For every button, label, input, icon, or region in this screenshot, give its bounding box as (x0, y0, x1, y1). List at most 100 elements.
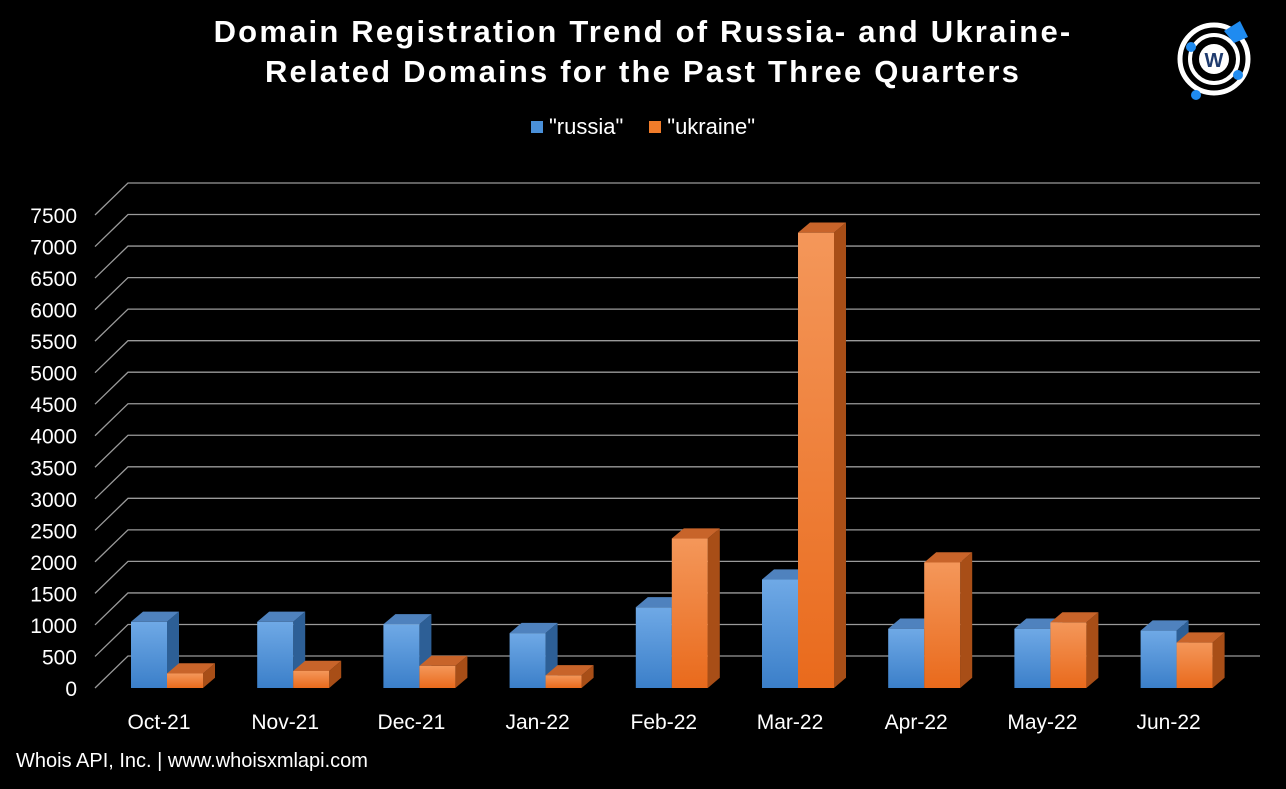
bar-front (924, 562, 961, 688)
x-tick-label-Jun-22: Jun-22 (1136, 711, 1200, 734)
bar-front (1014, 628, 1051, 688)
bar-top (1050, 612, 1099, 623)
bar-front (1140, 630, 1177, 688)
y-tick-label-3500: 3500 (30, 457, 77, 480)
gridline-1000 (94, 592, 1260, 626)
x-tick-label-Dec-21: Dec-21 (378, 711, 446, 734)
bar-ukraine-May-22 (1050, 612, 1099, 688)
logo-dot-right (1233, 70, 1243, 80)
x-axis-ticks: Oct-21 Nov-21 Dec-21 Jan-22 Feb-22 Mar-22 Apr-… (127, 711, 1200, 734)
x-tick-label-Jan-22: Jan-22 (505, 711, 569, 734)
bar-side (960, 552, 973, 688)
chart-title-line-2: Related Domains for the Past Three Quart… (264, 54, 1022, 89)
bar-top (509, 622, 558, 634)
bar-side (707, 528, 720, 688)
bar-ukraine-Nov-21 (293, 660, 342, 688)
bar-front (635, 607, 672, 688)
y-tick-label-6500: 6500 (30, 268, 77, 291)
gridline-5500 (94, 308, 1260, 342)
bar-side (329, 660, 342, 688)
legend-label-ukraine: "ukraine" (667, 114, 756, 139)
bar-ukraine-Jun-22 (1176, 632, 1225, 688)
gridline-3000 (94, 466, 1260, 500)
logo-core (1199, 44, 1229, 74)
bar-side (203, 663, 215, 688)
gridline-0 (94, 655, 1260, 689)
x-tick-label-Feb-22: Feb-22 (631, 711, 698, 734)
gridline-2000 (94, 529, 1260, 563)
logo-accent (1224, 21, 1248, 43)
bar-front (545, 675, 582, 688)
x-tick-label-Nov-21: Nov-21 (251, 711, 319, 734)
y-tick-label-4000: 4000 (30, 426, 77, 449)
y-tick-label-6000: 6000 (30, 300, 77, 323)
legend-label-russia: "russia" (548, 114, 624, 139)
y-tick-label-500: 500 (42, 646, 77, 669)
y-tick-label-2500: 2500 (30, 520, 77, 543)
logo-dot-bottom (1191, 90, 1201, 100)
bar-top (293, 660, 342, 671)
y-axis-ticks: 0 500 1000 1500 2000 2500 3000 3500 4000 4500 5000… (30, 205, 77, 701)
bar-front (167, 673, 203, 688)
gridline-7500 (94, 182, 1260, 216)
footer-credit: Whois API, Inc. | www.whoisxmlapi.com (16, 750, 368, 772)
bar-top (924, 552, 973, 563)
logo-dot-left (1186, 42, 1196, 52)
bar-ukraine-Feb-22 (671, 528, 720, 688)
gridline-6000 (94, 276, 1260, 311)
bar-top (131, 611, 179, 622)
bar-side (581, 665, 594, 688)
bar-top (257, 611, 306, 622)
y-tick-label-3000: 3000 (30, 489, 77, 512)
bar-front (1050, 622, 1087, 688)
y-tick-label-7500: 7500 (30, 205, 77, 228)
logo-inner-ring (1188, 33, 1240, 85)
bar-front (383, 624, 420, 688)
gridline-1500 (94, 560, 1260, 594)
bar-front (293, 670, 330, 688)
bar-side (1086, 612, 1099, 688)
y-tick-label-0: 0 (65, 678, 77, 701)
x-tick-label-Mar-22: Mar-22 (757, 711, 824, 734)
legend-item-russia: "russia" (530, 114, 624, 140)
bar-side (1212, 632, 1225, 688)
gridline-4000 (94, 403, 1260, 437)
gridline-6500 (94, 245, 1260, 279)
chart-legend: "russia" "ukraine" (0, 114, 1286, 140)
gridline-2500 (94, 497, 1260, 531)
logo-letter: W (1205, 50, 1224, 72)
bar-front (671, 538, 708, 688)
gridline-5000 (94, 340, 1260, 374)
bar-top (383, 614, 432, 625)
bar-ukraine-Jan-22 (545, 665, 594, 688)
bar-top (545, 665, 594, 676)
bars (131, 222, 1225, 688)
bar-ukraine-Dec-21 (419, 655, 468, 688)
bar-top (419, 655, 468, 666)
bar-side (834, 222, 846, 688)
y-tick-label-4500: 4500 (30, 394, 77, 417)
bar-ukraine-Mar-22 (798, 222, 846, 688)
legend-swatch-ukraine (649, 121, 662, 133)
bar-ukraine-Oct-21 (167, 663, 215, 688)
gridline-3500 (94, 434, 1260, 468)
bar-top (671, 528, 720, 539)
y-tick-label-2000: 2000 (30, 552, 77, 575)
bar-top (167, 663, 215, 674)
x-tick-label-May-22: May-22 (1007, 711, 1077, 734)
grid-lines (94, 182, 1260, 689)
bar-front (1176, 642, 1213, 688)
bar-ukraine-Apr-22 (924, 552, 973, 688)
bar-top (798, 222, 846, 233)
bar-front (798, 232, 834, 688)
gridline-500 (94, 623, 1260, 657)
bar-front (257, 621, 294, 688)
bar-front (762, 579, 798, 688)
bar-front (509, 633, 546, 688)
gridline-7000 (94, 213, 1260, 247)
bar-top (1140, 620, 1189, 631)
bar-top (1176, 632, 1225, 643)
bar-front (419, 665, 456, 688)
whois-logo-icon: W (1177, 21, 1251, 100)
